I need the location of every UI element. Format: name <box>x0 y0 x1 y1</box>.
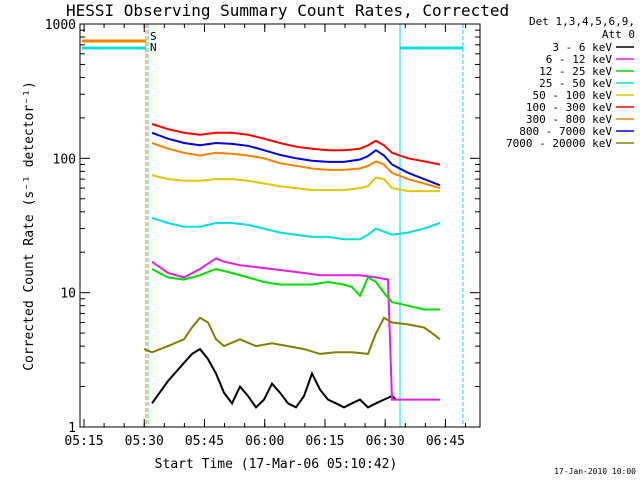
legend-entry-label: 7000 - 20000 keV <box>506 137 612 150</box>
date-stamp: 17-Jan-2010 10:00 <box>554 467 636 476</box>
x-tick-label: 06:30 <box>366 434 405 449</box>
chart-title: HESSI Observing Summary Count Rates, Cor… <box>66 1 509 20</box>
legend-entry-label: 300 - 800 keV <box>526 113 612 126</box>
x-tick-label: 05:45 <box>185 434 224 449</box>
series-line-6 <box>151 142 441 190</box>
legend-entry-label: 50 - 100 keV <box>533 89 613 102</box>
n-marker-label: N <box>150 41 157 54</box>
legend-entry-label: 800 - 7000 keV <box>519 125 612 138</box>
x-axis-label: Start Time (17-Mar-06 05:10:42) <box>155 457 398 472</box>
y-tick-label: 1000 <box>45 18 76 33</box>
x-tick-label: 05:30 <box>125 434 164 449</box>
y-axis: 1 10 100 1000 <box>45 18 480 436</box>
y-tick-label: 100 <box>53 152 76 167</box>
series-line-2 <box>151 267 440 311</box>
plot-frame <box>79 23 481 428</box>
legend-entry-label: 25 - 50 keV <box>539 77 612 90</box>
legend-entry-label: 3 - 6 keV <box>552 41 612 54</box>
x-tick-label: 05:15 <box>64 434 103 449</box>
x-tick-label: 06:45 <box>426 434 465 449</box>
legend-header-line-1: Det 1,3,4,5,6,9, <box>529 15 635 28</box>
y-axis-label: Corrected Count Rate (s⁻¹ detector⁻¹) <box>22 81 37 371</box>
series-line-5 <box>151 123 441 166</box>
legend-entry-label: 100 - 300 keV <box>526 101 612 114</box>
x-axis: 05:15 05:30 05:45 06:00 06:15 06:30 06:45 <box>64 24 467 449</box>
series-line-0 <box>151 347 397 409</box>
legend-header-line-2: Att 0 <box>602 28 635 41</box>
x-tick-label: 06:15 <box>305 434 344 449</box>
series-line-1 <box>151 257 440 401</box>
plot-area <box>82 24 464 427</box>
x-tick-label: 06:00 <box>245 434 284 449</box>
series-line-3 <box>151 216 441 241</box>
series-line-7 <box>151 131 441 187</box>
y-tick-label: 1 <box>68 421 76 436</box>
y-tick-label: 10 <box>60 287 76 302</box>
legend-entry-label: 12 - 25 keV <box>539 65 612 78</box>
legend-entry-label: 6 - 12 keV <box>546 53 613 66</box>
series-line-4 <box>151 174 440 193</box>
s-marker-label: S <box>150 30 157 43</box>
series-line-8 <box>143 316 441 355</box>
